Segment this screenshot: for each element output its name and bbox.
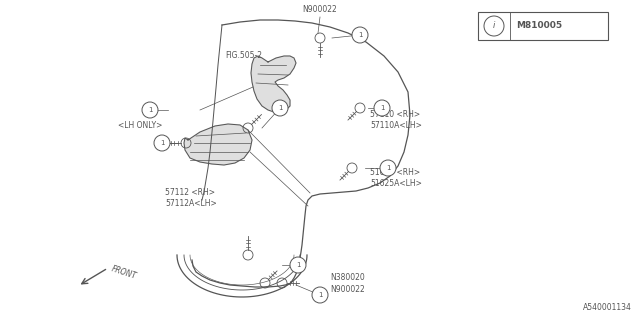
Circle shape	[272, 100, 288, 116]
Text: i: i	[493, 21, 495, 30]
Text: N900022: N900022	[303, 5, 337, 14]
Text: 1: 1	[317, 292, 323, 298]
Text: 57112 <RH>
57112A<LH>: 57112 <RH> 57112A<LH>	[165, 188, 217, 208]
Text: N380020: N380020	[330, 274, 365, 283]
Polygon shape	[184, 124, 252, 165]
Polygon shape	[251, 56, 296, 112]
Text: 1: 1	[296, 262, 300, 268]
Circle shape	[312, 287, 328, 303]
Text: A540001134: A540001134	[583, 303, 632, 312]
Text: FIG.505-2: FIG.505-2	[225, 51, 262, 60]
Circle shape	[142, 102, 158, 118]
Text: 1: 1	[278, 105, 282, 111]
Circle shape	[154, 135, 170, 151]
Text: 1: 1	[148, 107, 152, 113]
Text: 1: 1	[386, 165, 390, 171]
Text: 57110 <RH>
57110A<LH>: 57110 <RH> 57110A<LH>	[370, 109, 422, 131]
Text: M810005: M810005	[516, 21, 562, 30]
Text: 1: 1	[380, 105, 384, 111]
Circle shape	[380, 160, 396, 176]
Circle shape	[352, 27, 368, 43]
Circle shape	[290, 257, 306, 273]
Text: 1: 1	[358, 32, 362, 38]
Text: N900022: N900022	[330, 285, 365, 294]
Text: FRONT: FRONT	[110, 265, 138, 281]
Text: 51625 <RH>
51625A<LH>: 51625 <RH> 51625A<LH>	[370, 168, 422, 188]
Circle shape	[374, 100, 390, 116]
Text: 1: 1	[160, 140, 164, 146]
Text: <LH ONLY>: <LH ONLY>	[118, 121, 162, 130]
Bar	[478, 12, 608, 40]
